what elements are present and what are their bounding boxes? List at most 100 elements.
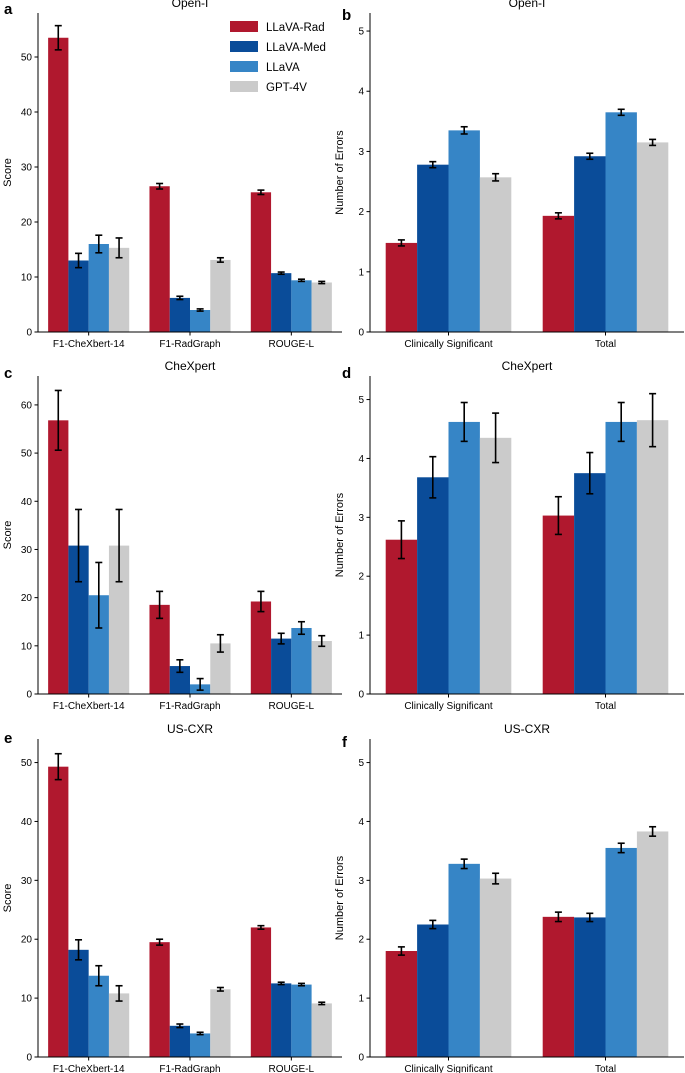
panel-b: b Open-I Clinically Significant Total 0 1 2 3 4 5…: [334, 0, 684, 350]
legend-swatch: [230, 61, 258, 72]
bars: [48, 752, 332, 1057]
bar-llava-rad-2: [542, 215, 575, 332]
error-bar: [649, 392, 657, 448]
bars: [385, 108, 669, 332]
bar-llava-3: [291, 984, 312, 1057]
error-bar: [492, 172, 500, 182]
error-bar: [75, 508, 83, 583]
error-bar: [397, 239, 405, 247]
error-bar: [216, 986, 224, 992]
y-tick-label: 0: [358, 328, 364, 339]
bar-llava-1: [88, 975, 109, 1057]
bar-llava-rad-2: [149, 186, 170, 332]
bar-llava-med-1: [68, 949, 89, 1057]
error-bar: [257, 590, 265, 613]
error-bar: [297, 982, 305, 987]
bar-gpt-4v-1: [479, 437, 512, 694]
panel-letter: b: [342, 7, 351, 24]
bars: [48, 24, 332, 332]
y-tick-label: 4: [358, 817, 364, 828]
bars: [385, 825, 669, 1057]
error-bar: [216, 633, 224, 653]
y-tick-label: 0: [26, 1053, 32, 1064]
panel-d: d CheXpert Clinically Significant Total 0 1 2 3…: [334, 359, 684, 712]
y-tick-label: 20: [21, 593, 33, 604]
bar-gpt-4v-3: [311, 1003, 332, 1057]
bar-llava-3: [291, 627, 312, 694]
y-axis-label: Score: [2, 884, 14, 913]
panel-f: f US-CXR Clinically Significant Total 0 1 2 3 4 5…: [334, 722, 684, 1073]
y-tick-label: 20: [21, 218, 33, 229]
x-tick-label: F1-CheXbert-14: [53, 1064, 125, 1073]
bar-gpt-4v-1: [108, 545, 130, 694]
bar-llava-rad-2: [149, 942, 170, 1057]
error-bar: [492, 412, 500, 464]
legend-swatch: [230, 21, 258, 32]
error-bar: [617, 108, 625, 117]
error-bar: [156, 182, 164, 190]
panel-letter: c: [4, 365, 12, 382]
error-bar: [586, 451, 594, 495]
error-bar: [429, 455, 437, 499]
bar-llava-rad-1: [48, 766, 69, 1057]
error-bar: [397, 946, 405, 956]
error-bar: [257, 924, 265, 931]
error-bar: [75, 939, 83, 961]
error-bar: [95, 561, 103, 629]
bar-llava-rad-2: [149, 604, 170, 694]
bar-llava-rad-1: [385, 539, 418, 694]
error-bar: [277, 632, 285, 645]
bar-llava-1: [88, 244, 109, 332]
legend-label: LLaVA-Rad: [266, 22, 325, 34]
x-tick-label: Total: [595, 339, 616, 350]
bar-gpt-4v-1: [108, 993, 130, 1057]
y-tick-label: 0: [358, 690, 364, 701]
legend-label: LLaVA: [266, 62, 300, 74]
legend-label: LLaVA-Med: [266, 42, 326, 54]
bar-llava-2: [605, 421, 637, 694]
y-axis-label: Score: [2, 521, 14, 550]
bars: [385, 392, 669, 694]
x-tick-label: Total: [595, 1064, 616, 1073]
bar-llava-rad-1: [385, 951, 418, 1057]
error-bar: [554, 495, 562, 536]
bar-llava-med-2: [574, 917, 606, 1057]
error-bar: [196, 677, 204, 691]
bar-llava-med-1: [417, 477, 449, 694]
bar-llava-1: [448, 421, 480, 694]
y-tick-label: 30: [21, 163, 33, 174]
y-tick-label: 2: [358, 935, 364, 946]
y-tick-label: 50: [21, 449, 33, 460]
chart-title: CheXpert: [502, 359, 553, 373]
y-tick-label: 40: [21, 497, 33, 508]
bar-gpt-4v-2: [636, 142, 669, 332]
bar-llava-rad-1: [385, 242, 418, 332]
y-tick-label: 1: [358, 994, 364, 1005]
y-tick-label: 5: [358, 758, 364, 769]
y-tick-label: 50: [21, 53, 33, 64]
y-axis-label: Number of Errors: [334, 492, 346, 577]
x-tick-label: F1-RadGraph: [159, 339, 220, 350]
y-tick-label: 4: [358, 87, 364, 98]
error-bar: [460, 125, 468, 135]
y-tick-label: 30: [21, 876, 33, 887]
bar-llava-2: [605, 847, 637, 1057]
y-tick-label: 50: [21, 758, 33, 769]
y-tick-label: 2: [358, 207, 364, 218]
y-tick-label: 4: [358, 454, 364, 465]
panel-letter: a: [4, 1, 13, 18]
bar-llava-med-1: [68, 260, 89, 332]
bar-gpt-4v-3: [311, 282, 332, 332]
panel-a: a Open-I F1-CheXbert-14 F1-RadGraph ROUGE-L 0…: [2, 0, 342, 350]
bars: [48, 389, 332, 694]
bar-llava-1: [448, 130, 480, 332]
bar-llava-med-2: [574, 473, 606, 694]
y-tick-label: 30: [21, 545, 33, 556]
bar-gpt-4v-1: [108, 247, 130, 332]
bar-llava-1: [448, 863, 480, 1057]
error-bar: [649, 825, 657, 837]
error-bar: [586, 912, 594, 923]
y-tick-label: 3: [358, 147, 364, 158]
y-tick-label: 60: [21, 400, 33, 411]
